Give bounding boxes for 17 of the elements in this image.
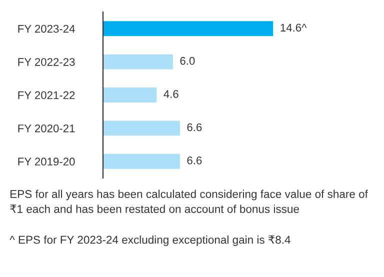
data-label: 4.6: [164, 90, 178, 98]
y-tick-label: FY 2019-20: [18, 158, 75, 166]
data-label: 6.0: [180, 56, 195, 65]
data-label: 6.6: [187, 123, 202, 132]
data-label: 6.6: [187, 156, 202, 164]
y-tick-label: FY 2023-24: [18, 24, 75, 33]
data-label: 14.6^: [280, 24, 307, 32]
bar: [103, 154, 180, 169]
y-tick-label: FY 2021-22: [18, 91, 75, 100]
y-tick-label: FY 2020-21: [18, 124, 75, 132]
bar: [103, 120, 180, 136]
text: ^ EPS for FY 2023-24 excluding exceptional gain is ₹8.4: [10, 235, 290, 246]
text: EPS for all years has been calculated considering face value of share of ₹1 each and has been restated on account of bonus issue: [10, 190, 368, 213]
bar: [103, 88, 157, 102]
y-tick-label: FY 2022-23: [18, 58, 75, 66]
bar: [103, 54, 173, 70]
bar: [103, 21, 274, 36]
